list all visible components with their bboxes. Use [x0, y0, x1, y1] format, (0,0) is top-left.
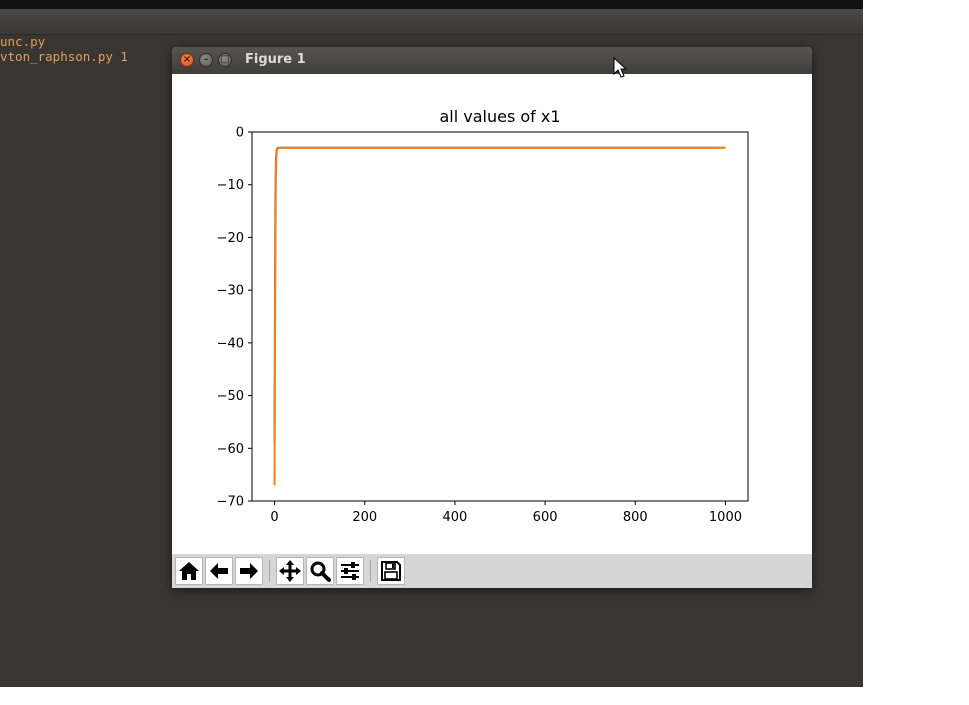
x-tick-label: 0: [270, 510, 278, 525]
chart-title: all values of x1: [439, 107, 560, 126]
y-tick-label: −60: [217, 442, 244, 457]
window-title: Figure 1: [245, 52, 306, 67]
x-tick-label: 1000: [709, 510, 742, 525]
zoom-button[interactable]: [306, 557, 334, 585]
figure-window: × – □ Figure 1 all values of x1 0 −10 −20 −…: [172, 47, 812, 588]
axes-frame: [251, 131, 749, 502]
y-tick-label: 0: [236, 126, 244, 141]
forward-button[interactable]: [235, 557, 263, 585]
magnifier-icon: [310, 561, 331, 582]
close-icon: ×: [182, 54, 192, 65]
editor-tab-bar: [0, 9, 863, 35]
editor-file-item[interactable]: unc.py: [0, 34, 46, 49]
arrow-left-icon: [210, 563, 228, 579]
y-tick-label: −30: [217, 284, 244, 299]
series-group: [273, 146, 726, 486]
y-tick-label: −40: [217, 336, 244, 351]
screen-top-bar: [0, 0, 863, 9]
series-line-1: [273, 146, 726, 486]
toolbar-separator: [269, 560, 270, 582]
toolbar-separator: [370, 560, 371, 582]
x-tick-label: 200: [352, 510, 377, 525]
x-tick-label: 600: [533, 510, 558, 525]
editor-file-item[interactable]: vton_raphson.py 1: [0, 49, 128, 64]
window-close-button[interactable]: ×: [180, 53, 194, 67]
window-minimize-button[interactable]: –: [199, 53, 213, 67]
home-icon: [179, 562, 199, 580]
x-tick-label: 400: [442, 510, 467, 525]
y-axis: 0 −10 −20 −30 −40 −50 −60 −70: [217, 126, 252, 510]
x-tick-label: 800: [623, 510, 648, 525]
y-tick-label: −50: [217, 389, 244, 404]
series-line-0: [273, 146, 726, 444]
y-tick-label: −70: [217, 495, 244, 510]
y-tick-label: −20: [217, 231, 244, 246]
x-axis: 0 200 400 600 800 1000: [270, 501, 742, 525]
y-tick-label: −10: [217, 178, 244, 193]
screen-margin: [863, 0, 969, 9]
configure-subplots-button[interactable]: [336, 557, 364, 585]
navigation-toolbar: [172, 554, 812, 588]
back-button[interactable]: [205, 557, 233, 585]
window-maximize-button[interactable]: □: [218, 53, 232, 67]
window-titlebar[interactable]: × – □ Figure 1: [172, 47, 812, 74]
plot-area: all values of x1 0−10−20−30−40−50−60−70 …: [217, 107, 749, 525]
pan-button[interactable]: [276, 557, 304, 585]
sliders-icon: [341, 562, 359, 580]
save-button[interactable]: [377, 557, 405, 585]
arrow-right-icon: [240, 563, 258, 579]
home-button[interactable]: [175, 557, 203, 585]
move-icon: [279, 560, 301, 582]
maximize-icon: □: [220, 54, 230, 65]
floppy-disk-icon: [381, 561, 401, 581]
minimize-icon: –: [203, 54, 209, 65]
mouse-cursor-icon: [613, 57, 627, 78]
